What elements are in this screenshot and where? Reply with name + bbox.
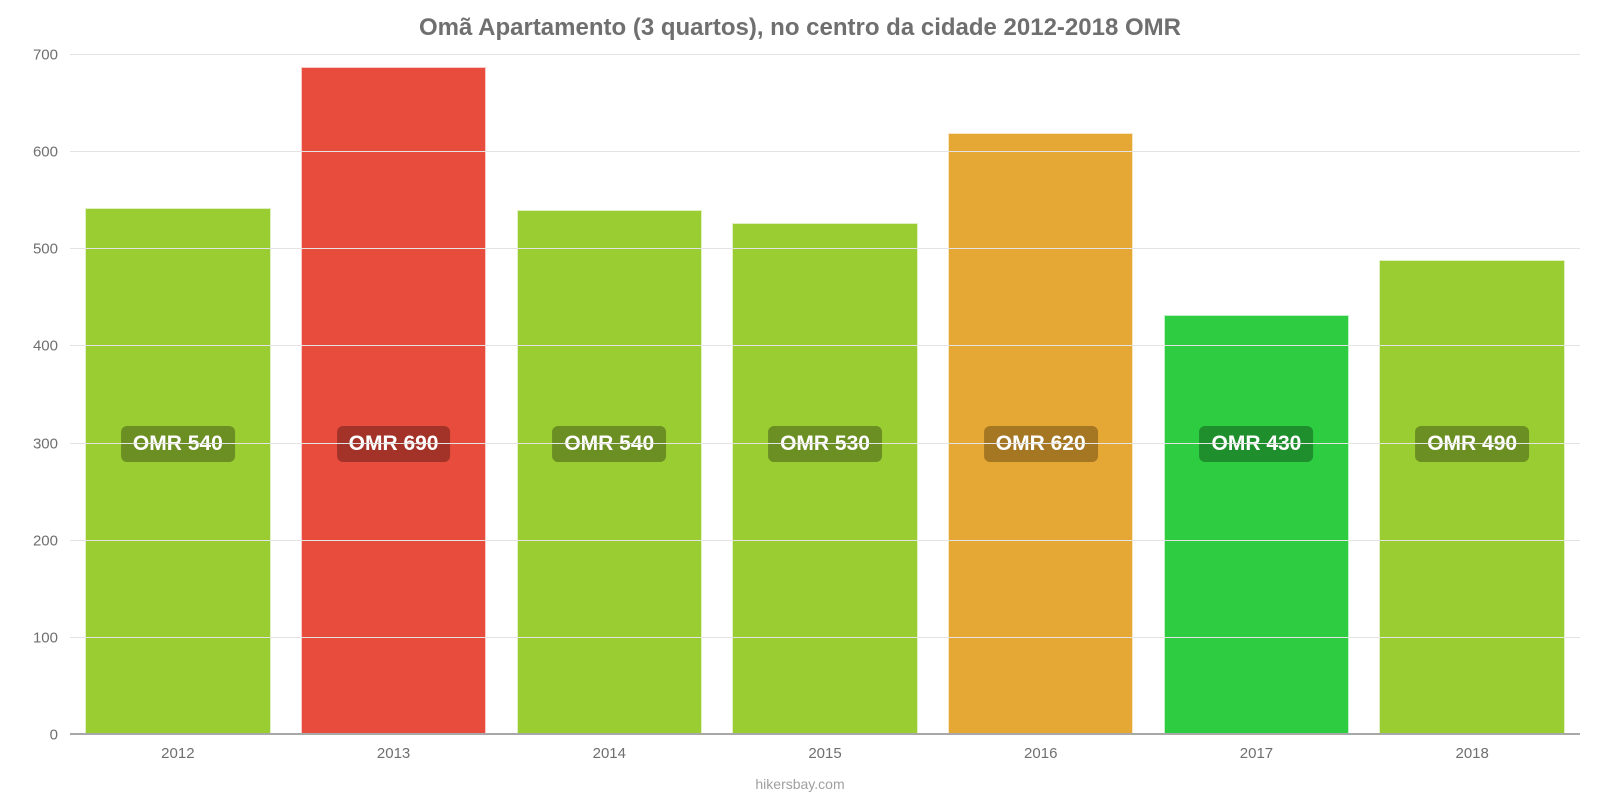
bar-slot: OMR 4902018 <box>1364 55 1580 735</box>
bar-2016: OMR 620 <box>948 133 1134 735</box>
x-tick-label: 2017 <box>1240 745 1273 762</box>
grid-line <box>70 345 1580 346</box>
bar-value-label: OMR 430 <box>1200 426 1314 462</box>
grid-line <box>70 54 1580 55</box>
y-tick-label: 500 <box>33 241 58 258</box>
chart-title: Omã Apartamento (3 quartos), no centro d… <box>0 14 1600 42</box>
bar-2013: OMR 690 <box>301 67 487 735</box>
bar-2015: OMR 530 <box>732 223 918 735</box>
y-tick-label: 700 <box>33 47 58 64</box>
x-tick-label: 2014 <box>593 745 626 762</box>
x-tick-label: 2012 <box>161 745 194 762</box>
bar-2017: OMR 430 <box>1164 315 1350 735</box>
bar-2014: OMR 540 <box>517 210 703 735</box>
attribution-text: hikersbay.com <box>0 776 1600 792</box>
grid-line <box>70 637 1580 638</box>
y-tick-label: 200 <box>33 532 58 549</box>
bar-value-label: OMR 490 <box>1415 426 1529 462</box>
bar-value-label: OMR 690 <box>337 426 451 462</box>
bar-slot: OMR 4302017 <box>1149 55 1365 735</box>
chart-container: Omã Apartamento (3 quartos), no centro d… <box>0 0 1600 800</box>
grid-line <box>70 248 1580 249</box>
y-tick-label: 400 <box>33 338 58 355</box>
grid-line <box>70 540 1580 541</box>
bar-slot: OMR 5402012 <box>70 55 286 735</box>
bar-slot: OMR 5302015 <box>717 55 933 735</box>
y-tick-label: 0 <box>50 727 58 744</box>
bar-2012: OMR 540 <box>85 208 271 735</box>
bar-slot: OMR 6202016 <box>933 55 1149 735</box>
bar-slot: OMR 5402014 <box>501 55 717 735</box>
bar-value-label: OMR 530 <box>768 426 882 462</box>
bar-value-label: OMR 540 <box>552 426 666 462</box>
bars-layer: OMR 5402012OMR 6902013OMR 5402014OMR 530… <box>70 55 1580 735</box>
plot-area: OMR 5402012OMR 6902013OMR 5402014OMR 530… <box>70 55 1580 735</box>
y-tick-label: 600 <box>33 144 58 161</box>
y-tick-label: 300 <box>33 435 58 452</box>
x-axis-line <box>70 733 1580 735</box>
bar-value-label: OMR 540 <box>121 426 235 462</box>
x-tick-label: 2015 <box>808 745 841 762</box>
grid-line <box>70 443 1580 444</box>
bar-value-label: OMR 620 <box>984 426 1098 462</box>
y-tick-label: 100 <box>33 629 58 646</box>
x-tick-label: 2016 <box>1024 745 1057 762</box>
x-tick-label: 2018 <box>1455 745 1488 762</box>
bar-slot: OMR 6902013 <box>286 55 502 735</box>
bar-2018: OMR 490 <box>1379 260 1565 735</box>
grid-line <box>70 151 1580 152</box>
x-tick-label: 2013 <box>377 745 410 762</box>
